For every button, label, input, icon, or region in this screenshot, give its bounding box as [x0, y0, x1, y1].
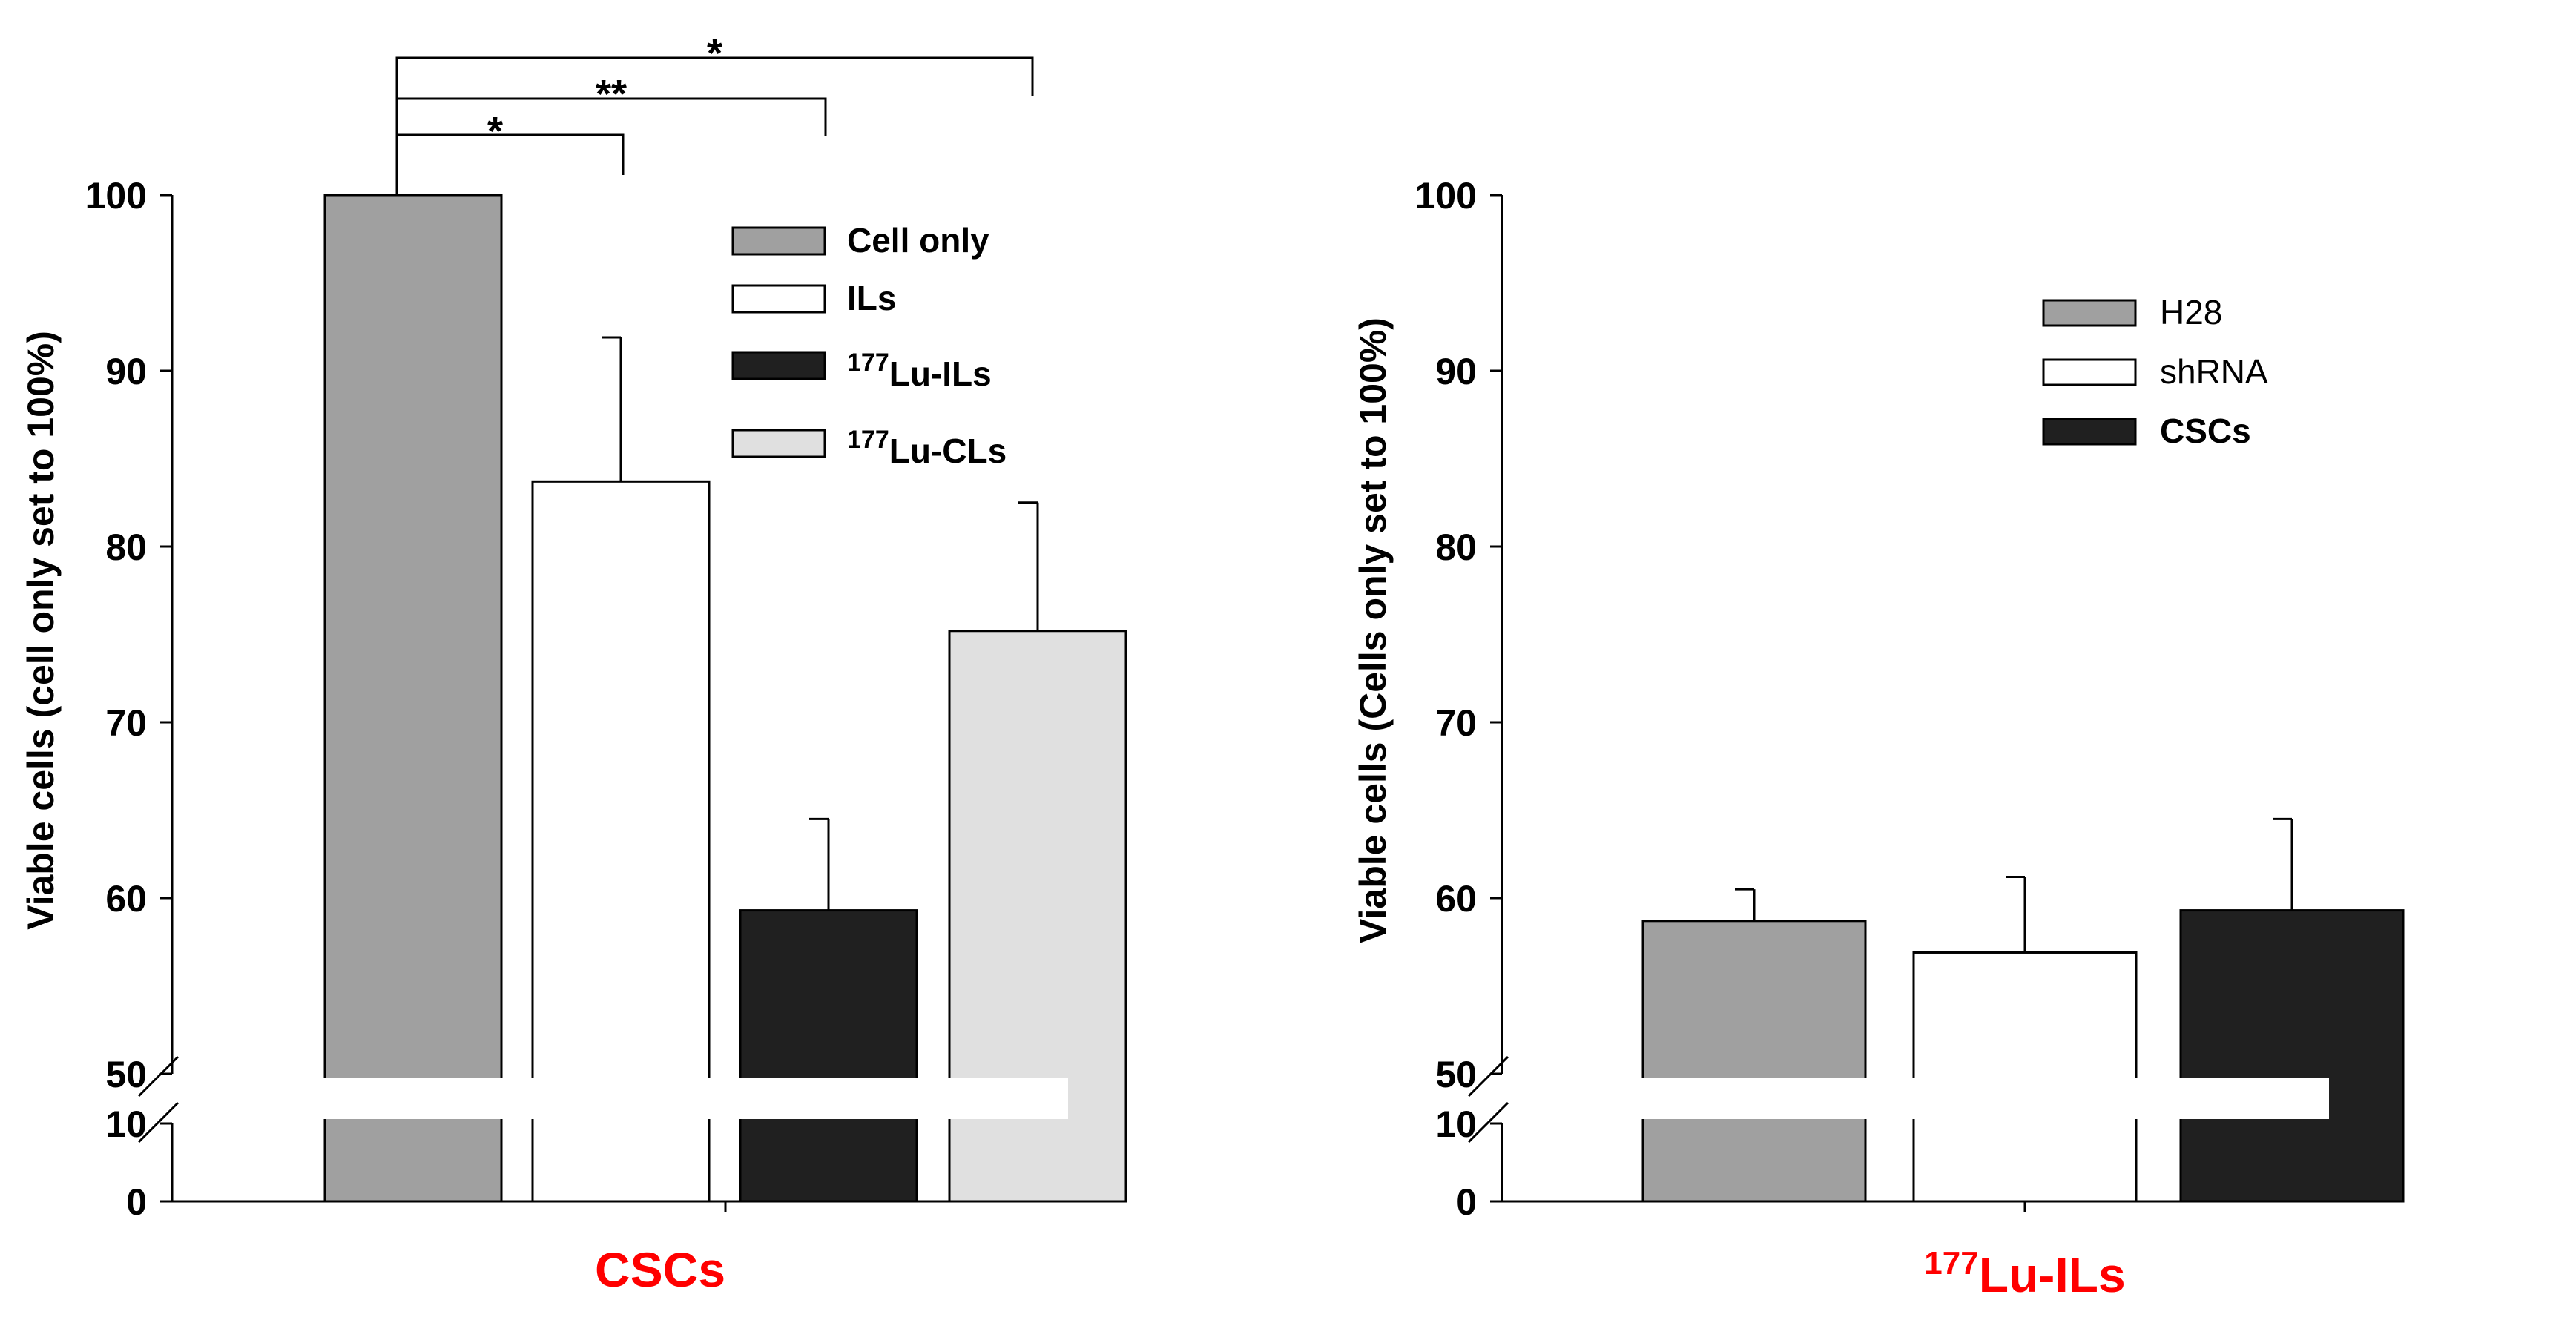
y-tick-label-1-10: 10	[1435, 1103, 1477, 1145]
right-axis-break	[1624, 1078, 2329, 1119]
y-tick-label-0-70: 70	[105, 702, 147, 744]
legend-label-177lu-ils-main: Lu-ILs	[889, 354, 992, 393]
left-x-axis-label: CSCs	[595, 1242, 725, 1297]
legend-swatch-cell-only	[731, 226, 826, 256]
right-y-axis-label: Viable cells (Cells only set to 100%)	[1352, 317, 1394, 943]
break-slash-upper-1	[1467, 1055, 1509, 1098]
y-tick-label-0-80: 80	[105, 527, 147, 568]
legend-swatch-shrna	[2042, 358, 2137, 386]
legend-swatch-177lu-ils	[731, 351, 826, 380]
bar-0-2	[739, 909, 918, 1203]
bracket-star-2: *	[707, 31, 722, 76]
y-tick-label-1-0: 0	[1456, 1181, 1477, 1223]
break-slash-lower-1	[1467, 1101, 1509, 1144]
break-slash-upper-0	[137, 1055, 179, 1098]
bracket-2	[395, 56, 1034, 169]
bracket-0	[395, 133, 625, 175]
right-panel: 0 10 50 60 70 80 90 100 Viable cells (Cells onl…	[1352, 175, 2405, 1302]
bar-1-0	[1641, 920, 1867, 1203]
break-gap-1	[1624, 1078, 2329, 1119]
y-tick-label-0-50: 50	[105, 1054, 147, 1095]
y-tick-label-1-100: 100	[1415, 175, 1477, 217]
legend-swatch-h28	[2042, 299, 2137, 327]
left-y-axis: 0 10 50 60 70 80 90 100	[85, 175, 1068, 1223]
y-tick-label-0-10: 10	[105, 1103, 147, 1145]
right-bars	[1641, 909, 2405, 1203]
legend-label-177lu-ils: 177Lu-ILs	[847, 349, 992, 393]
legend-swatch-cscs	[2042, 418, 2137, 446]
right-x-axis-label-main: Lu-ILs	[1979, 1247, 2126, 1302]
break-slash-lower-0	[137, 1101, 179, 1144]
legend-swatch-ils	[731, 284, 826, 314]
y-tick-label-1-70: 70	[1435, 702, 1477, 744]
legend-label-177lu-cls-sup: 177	[847, 426, 889, 454]
left-bars	[323, 194, 1127, 1203]
y-tick-label-0-90: 90	[105, 351, 147, 392]
legend-label-ils: ILs	[847, 279, 896, 317]
right-y-axis: 0 10 50 60 70 80 90 100	[1415, 175, 2329, 1223]
legend-label-177lu-cls: 177Lu-CLs	[847, 426, 1007, 470]
legend-swatch-177lu-cls	[731, 429, 826, 458]
y-tick-label-1-80: 80	[1435, 527, 1477, 568]
y-tick-label-0-0: 0	[126, 1181, 147, 1223]
bracket-star-1: **	[596, 72, 627, 116]
y-tick-label-0-60: 60	[105, 878, 147, 920]
y-tick-label-1-50: 50	[1435, 1054, 1477, 1095]
legend-label-cscs: CSCs	[2160, 412, 2251, 450]
y-tick-label-0-100: 100	[85, 175, 147, 217]
bar-1-2	[2179, 909, 2405, 1203]
legend-label-177lu-ils-sup: 177	[847, 349, 889, 377]
bar-1-1	[1912, 951, 2138, 1203]
legend-label-shrna: shRNA	[2160, 352, 2268, 391]
right-x-axis-label-sup: 177	[1924, 1245, 1978, 1281]
left-legend: Cell only ILs 177Lu-ILs 177Lu-CLs	[731, 221, 1007, 470]
left-error-bars	[602, 336, 1039, 911]
left-y-axis-label: Viable cells (cell only set to 100%)	[20, 331, 62, 930]
right-x-axis-label: 177Lu-ILs	[1924, 1245, 2125, 1302]
bar-0-0	[323, 194, 503, 1203]
left-significance-brackets: ****	[395, 31, 1034, 195]
legend-label-177lu-cls-main: Lu-CLs	[889, 432, 1007, 470]
y-tick-label-1-60: 60	[1435, 878, 1477, 920]
legend-label-h28: H28	[2160, 293, 2222, 331]
left-axis-break	[282, 1078, 1068, 1119]
right-legend: H28 shRNA CSCs	[2042, 293, 2268, 450]
right-error-bars	[1735, 817, 2293, 953]
legend-label-cell-only: Cell only	[847, 221, 989, 260]
bracket-star-0: *	[487, 109, 503, 154]
y-tick-label-1-90: 90	[1435, 351, 1477, 392]
break-gap-0	[282, 1078, 1068, 1119]
